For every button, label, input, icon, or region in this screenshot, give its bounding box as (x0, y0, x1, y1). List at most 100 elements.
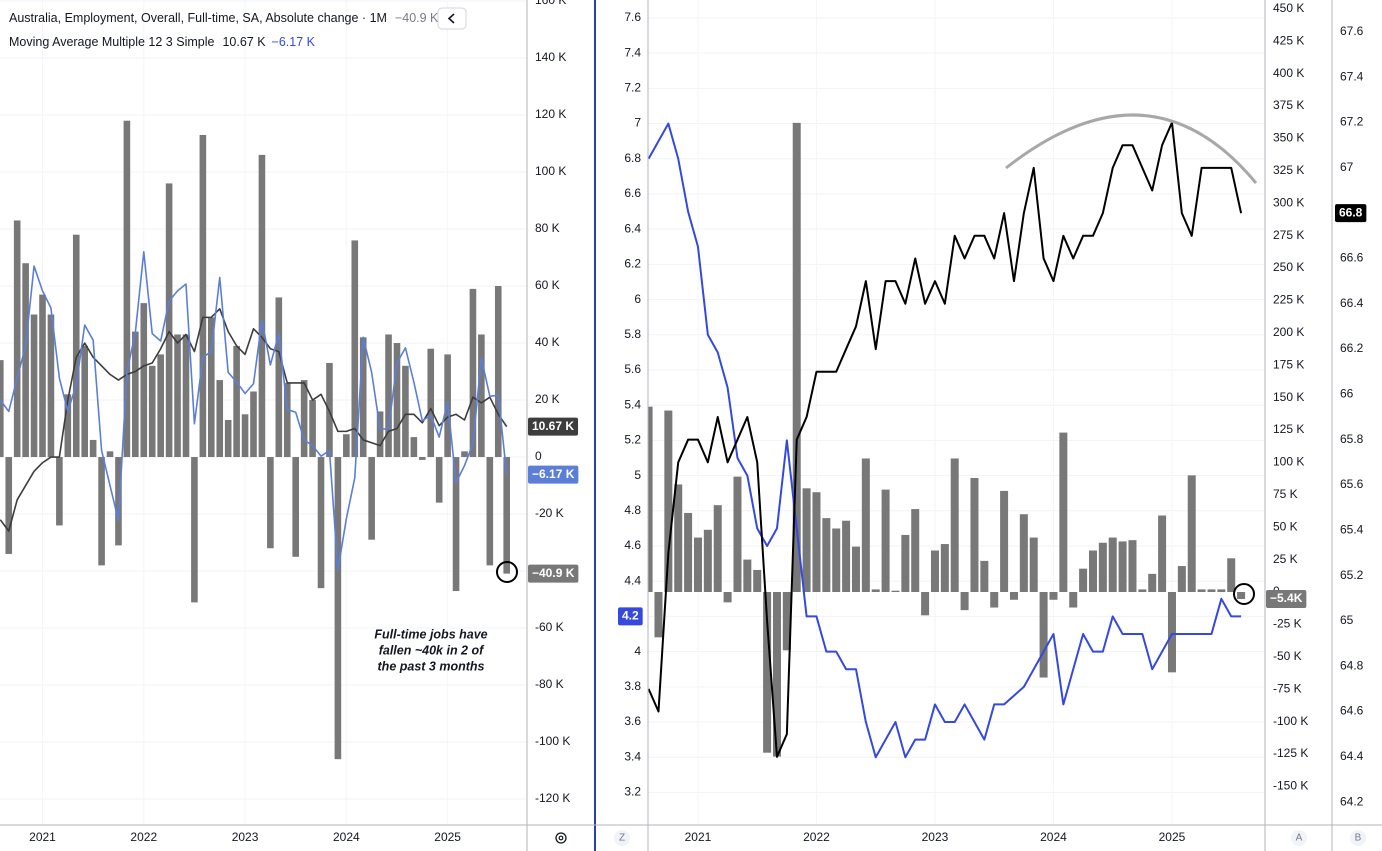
y-tick-label: 4 (634, 644, 641, 658)
bar (1009, 591, 1018, 600)
bar (165, 183, 173, 458)
bar (1158, 515, 1167, 592)
left-plot (0, 120, 510, 760)
y-tick-label: -50 K (1273, 649, 1302, 663)
bar (1088, 550, 1097, 592)
bar (1049, 591, 1058, 600)
price-badge-label: −6.17 K (532, 467, 575, 481)
bar (132, 331, 139, 458)
y-tick-label: 65.2 (1340, 568, 1364, 582)
y-tick-label: 3.6 (624, 714, 641, 728)
collapse-button[interactable] (437, 7, 467, 30)
annotation: the past 3 months (378, 659, 485, 673)
bar (469, 288, 477, 458)
y-tick-label: 5.6 (624, 362, 641, 376)
scale-button[interactable]: B (1355, 833, 1362, 844)
y-tick-label: 3.8 (624, 679, 641, 693)
y-tick-label: 0 (535, 449, 542, 463)
scale-button-bg (1291, 830, 1307, 846)
y-tick-label: 100 K (535, 164, 566, 178)
bar (427, 348, 435, 458)
bar (1069, 591, 1078, 608)
price-badge-label: 10.67 K (532, 419, 574, 433)
annotation: fallen ~40k in 2 of (379, 643, 485, 657)
y-tick-label: 140 K (535, 50, 566, 64)
bar (1207, 589, 1216, 592)
y-tick-label: 5.2 (624, 433, 641, 447)
y-tick-label: 225 K (1273, 293, 1304, 307)
bar (743, 559, 752, 592)
y-tick-label: 175 K (1273, 357, 1304, 371)
y-tick-label: 3.4 (624, 749, 641, 763)
bar (1019, 514, 1028, 592)
bar (72, 234, 80, 458)
bar (503, 457, 510, 574)
y-tick-label: 67.4 (1340, 69, 1364, 83)
y-tick-label: -20 K (535, 506, 564, 520)
line (0, 251, 508, 571)
y-tick-label: 450 K (1273, 1, 1304, 15)
arc-drawing (1005, 113, 1258, 184)
settings-icon[interactable] (555, 832, 567, 844)
price-badge (1335, 204, 1367, 223)
y-tick-label: 200 K (1273, 325, 1304, 339)
bar (960, 591, 969, 611)
bar (300, 380, 308, 458)
bar (693, 537, 702, 592)
bar (22, 263, 29, 458)
price-badge-label: 66.8 (1339, 205, 1363, 219)
bar (1197, 589, 1206, 592)
y-tick-label: 150 K (1273, 390, 1304, 404)
bar (81, 345, 88, 458)
bar (410, 437, 418, 458)
y-tick-label: -60 K (535, 620, 564, 634)
bar (419, 457, 426, 460)
y-tick-label: 75 K (1273, 487, 1298, 501)
y-tick-label: 65 (1340, 613, 1354, 627)
bar (98, 457, 105, 566)
scale-button-bg (614, 830, 630, 846)
x-tick-label: 2022 (803, 830, 830, 844)
bar (64, 394, 72, 458)
bar (343, 434, 350, 458)
bar (309, 400, 316, 458)
y-tick-label: -100 K (535, 734, 570, 748)
price-badge (618, 607, 643, 626)
y-tick-label: 64.6 (1340, 704, 1364, 718)
y-tick-label: 50 K (1273, 519, 1298, 533)
grid-layer (0, 0, 1265, 800)
y-tick-label: -25 K (1273, 617, 1302, 631)
bar (703, 529, 712, 592)
bar (648, 406, 653, 592)
bar (47, 314, 55, 458)
y-tick-label: 7.6 (624, 10, 641, 24)
bar (385, 334, 392, 458)
x-tick-label: 2024 (333, 830, 360, 844)
bar (56, 457, 63, 526)
bar (0, 360, 4, 458)
bar (654, 591, 663, 638)
y-tick-label: 40 K (535, 335, 560, 349)
y-tick-label: 66.4 (1340, 296, 1364, 310)
ma12-value: 10.67 K (222, 35, 266, 49)
y-tick-label: 160 K (535, 0, 566, 7)
bar (1118, 541, 1127, 592)
bar (871, 589, 880, 592)
bar (1148, 573, 1157, 592)
bar (317, 457, 325, 589)
y-tick-label: 20 K (535, 392, 560, 406)
bar (5, 457, 13, 554)
bar (891, 590, 900, 592)
legend-title: Australia, Employment, Overall, Full-tim… (9, 11, 439, 25)
bar (267, 457, 274, 549)
bar (1187, 475, 1196, 592)
bar (148, 365, 156, 458)
y-tick-label: 65.4 (1340, 522, 1364, 536)
scale-button[interactable]: A (1296, 833, 1303, 844)
y-tick-label: 4.8 (624, 503, 641, 517)
bar (1000, 490, 1009, 592)
y-tick-label: -120 K (535, 791, 570, 805)
scale-button[interactable]: Z (619, 833, 625, 844)
y-tick-label: 275 K (1273, 228, 1304, 242)
y-tick-label: 350 K (1273, 131, 1304, 145)
